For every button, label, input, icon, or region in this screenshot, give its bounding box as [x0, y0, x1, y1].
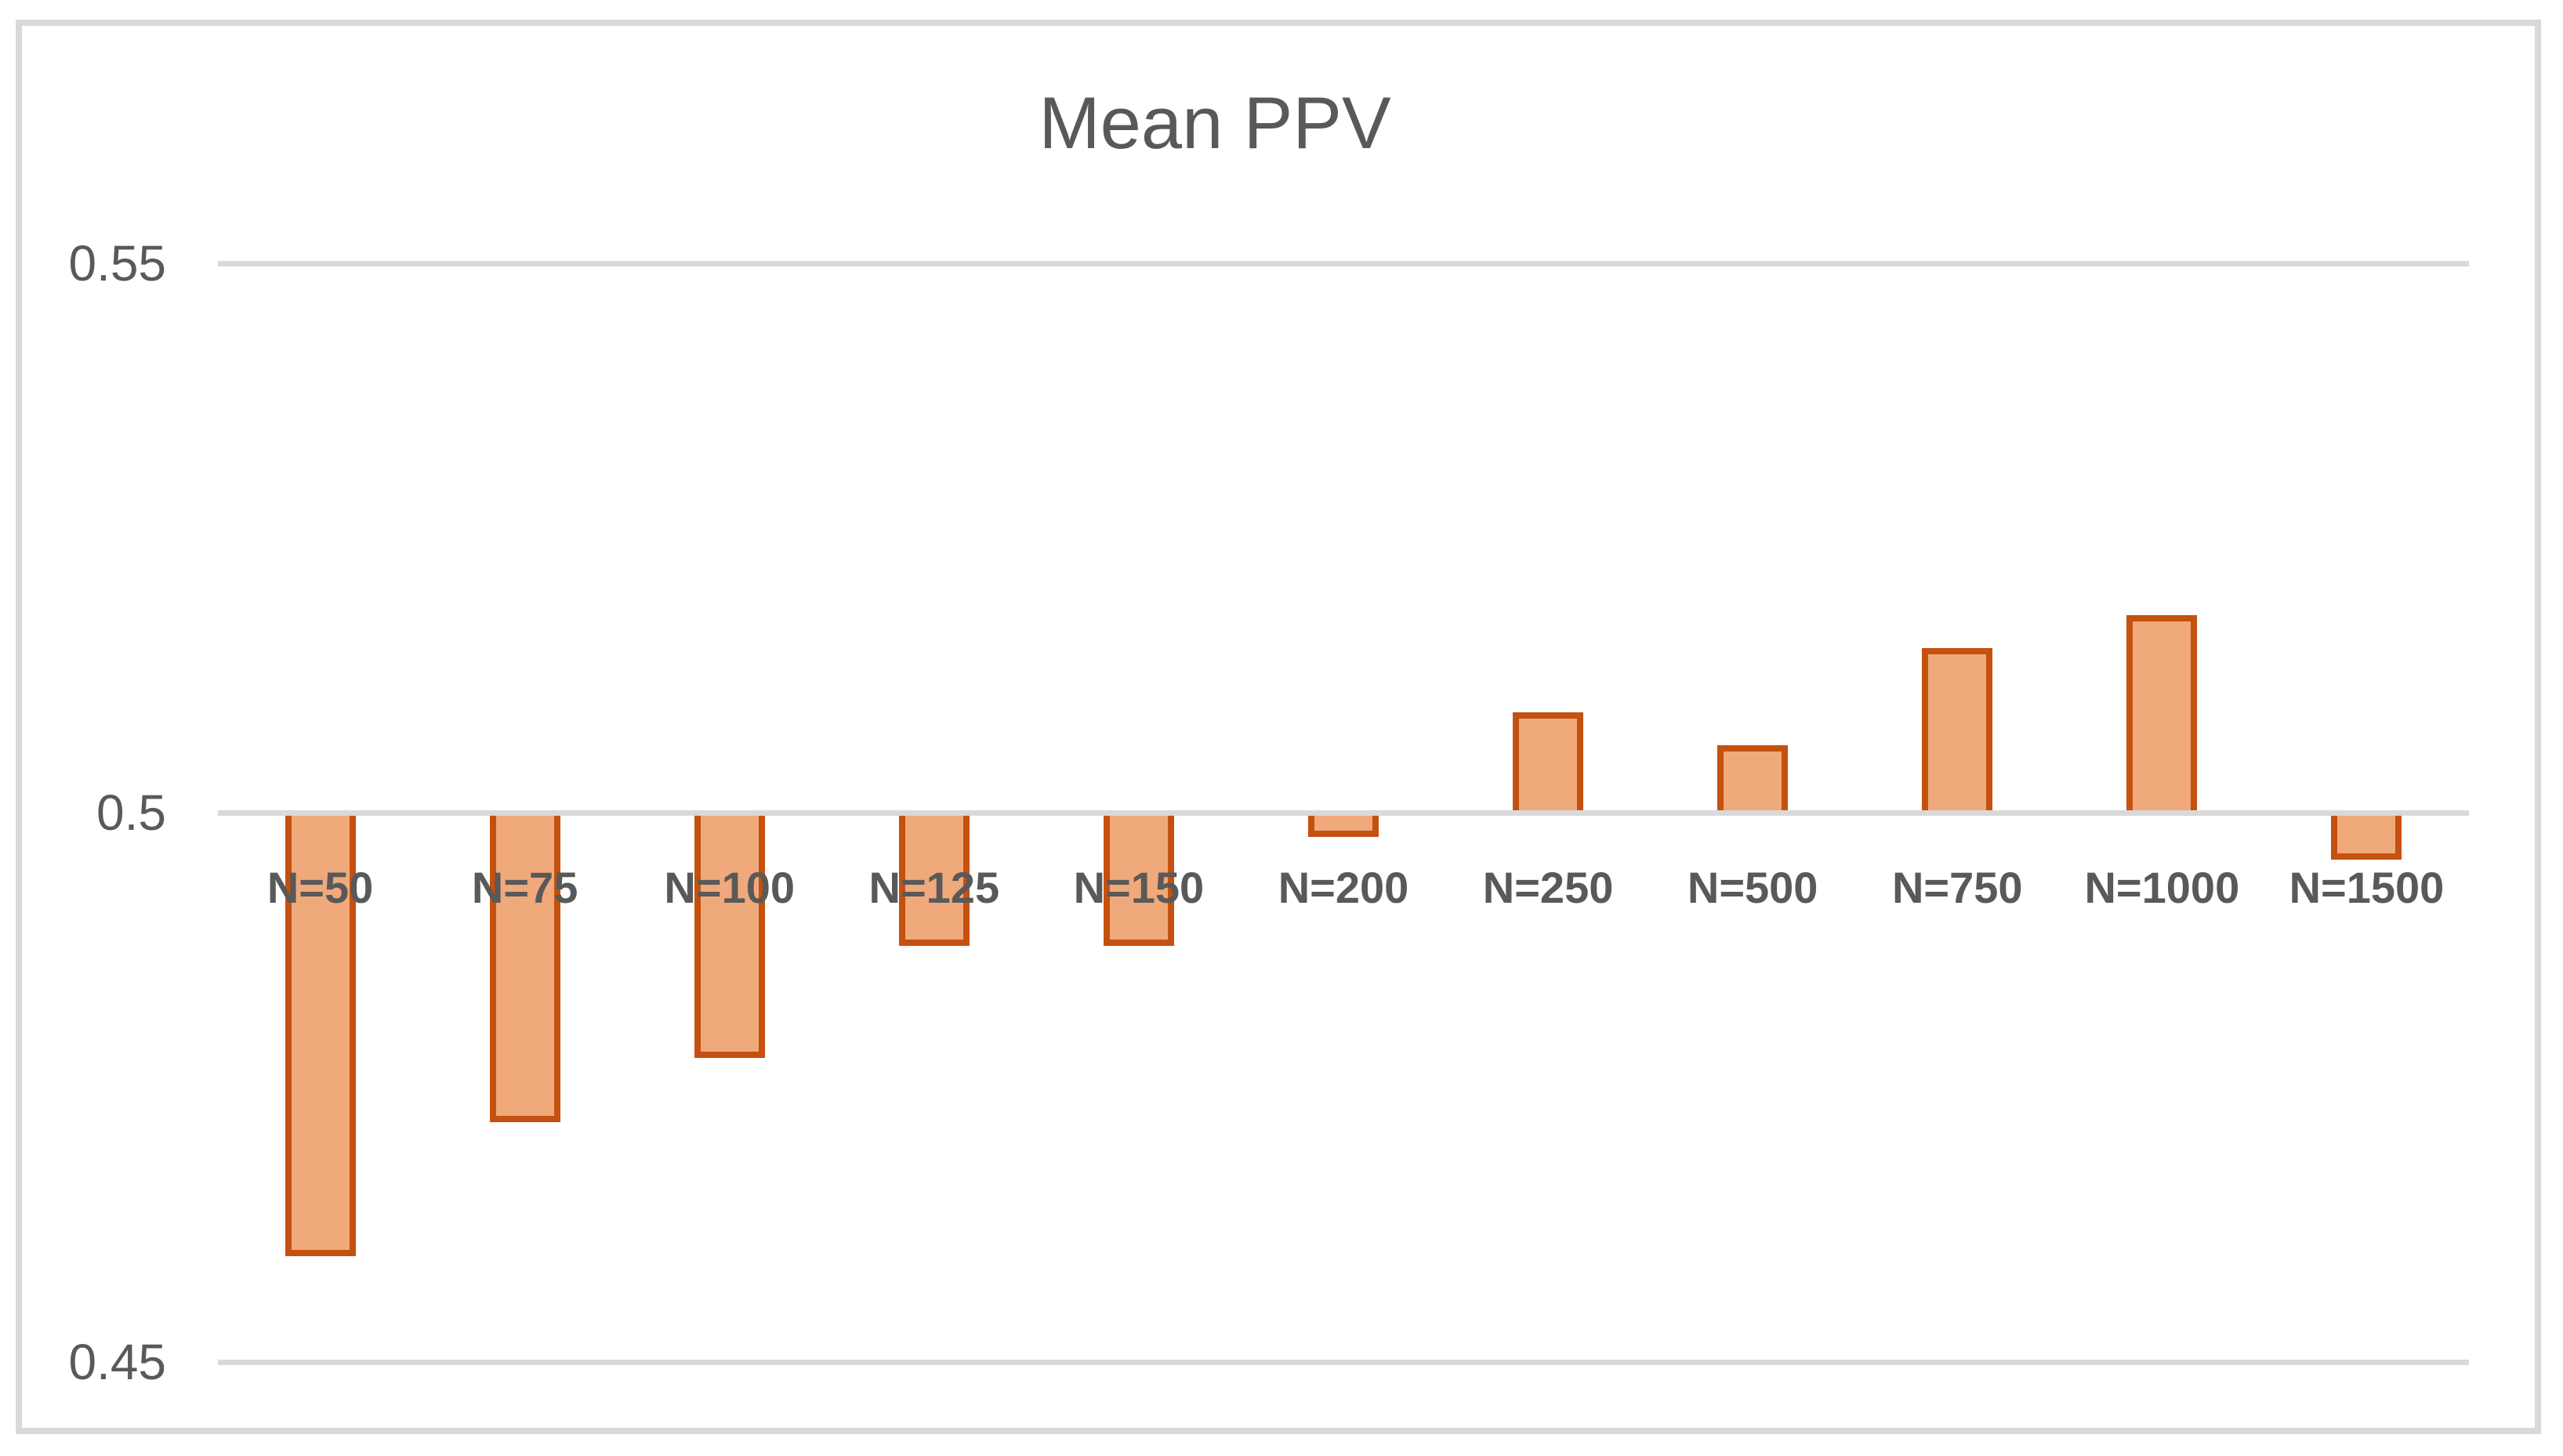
bar-N=75 [489, 813, 560, 1123]
bar-N=200 [1308, 813, 1379, 837]
bar-N=150 [1103, 813, 1174, 946]
category-label: N=500 [1687, 863, 1818, 912]
category-label: N=1000 [2084, 863, 2240, 912]
bar-N=125 [898, 813, 970, 946]
bar-N=500 [1717, 745, 1789, 815]
y-axis-tick-label: 0.5 [96, 784, 166, 841]
gridline [218, 261, 2469, 266]
bar-N=250 [1513, 712, 1584, 815]
x-axis-line [218, 810, 2469, 816]
category-label: N=100 [664, 863, 795, 912]
chart-frame [16, 20, 2541, 1434]
category-label: N=750 [1891, 863, 2023, 912]
category-label: N=150 [1073, 863, 1205, 912]
category-label: N=200 [1278, 863, 1409, 912]
category-label: N=75 [471, 863, 578, 912]
bar-N=100 [694, 813, 765, 1058]
category-label: N=250 [1482, 863, 1614, 912]
category-label: N=125 [868, 863, 1000, 912]
chart-title: Mean PPV [1039, 81, 1391, 164]
bar-N=750 [1922, 647, 1993, 815]
gridline [218, 1360, 2469, 1365]
y-axis-tick-label: 0.45 [68, 1334, 166, 1390]
bar-N=50 [285, 813, 356, 1257]
category-label: N=1500 [2289, 863, 2445, 912]
category-label: N=50 [266, 863, 374, 912]
bar-N=1500 [2331, 813, 2402, 860]
y-axis-tick-label: 0.55 [68, 235, 166, 292]
bar-N=1000 [2126, 614, 2198, 815]
